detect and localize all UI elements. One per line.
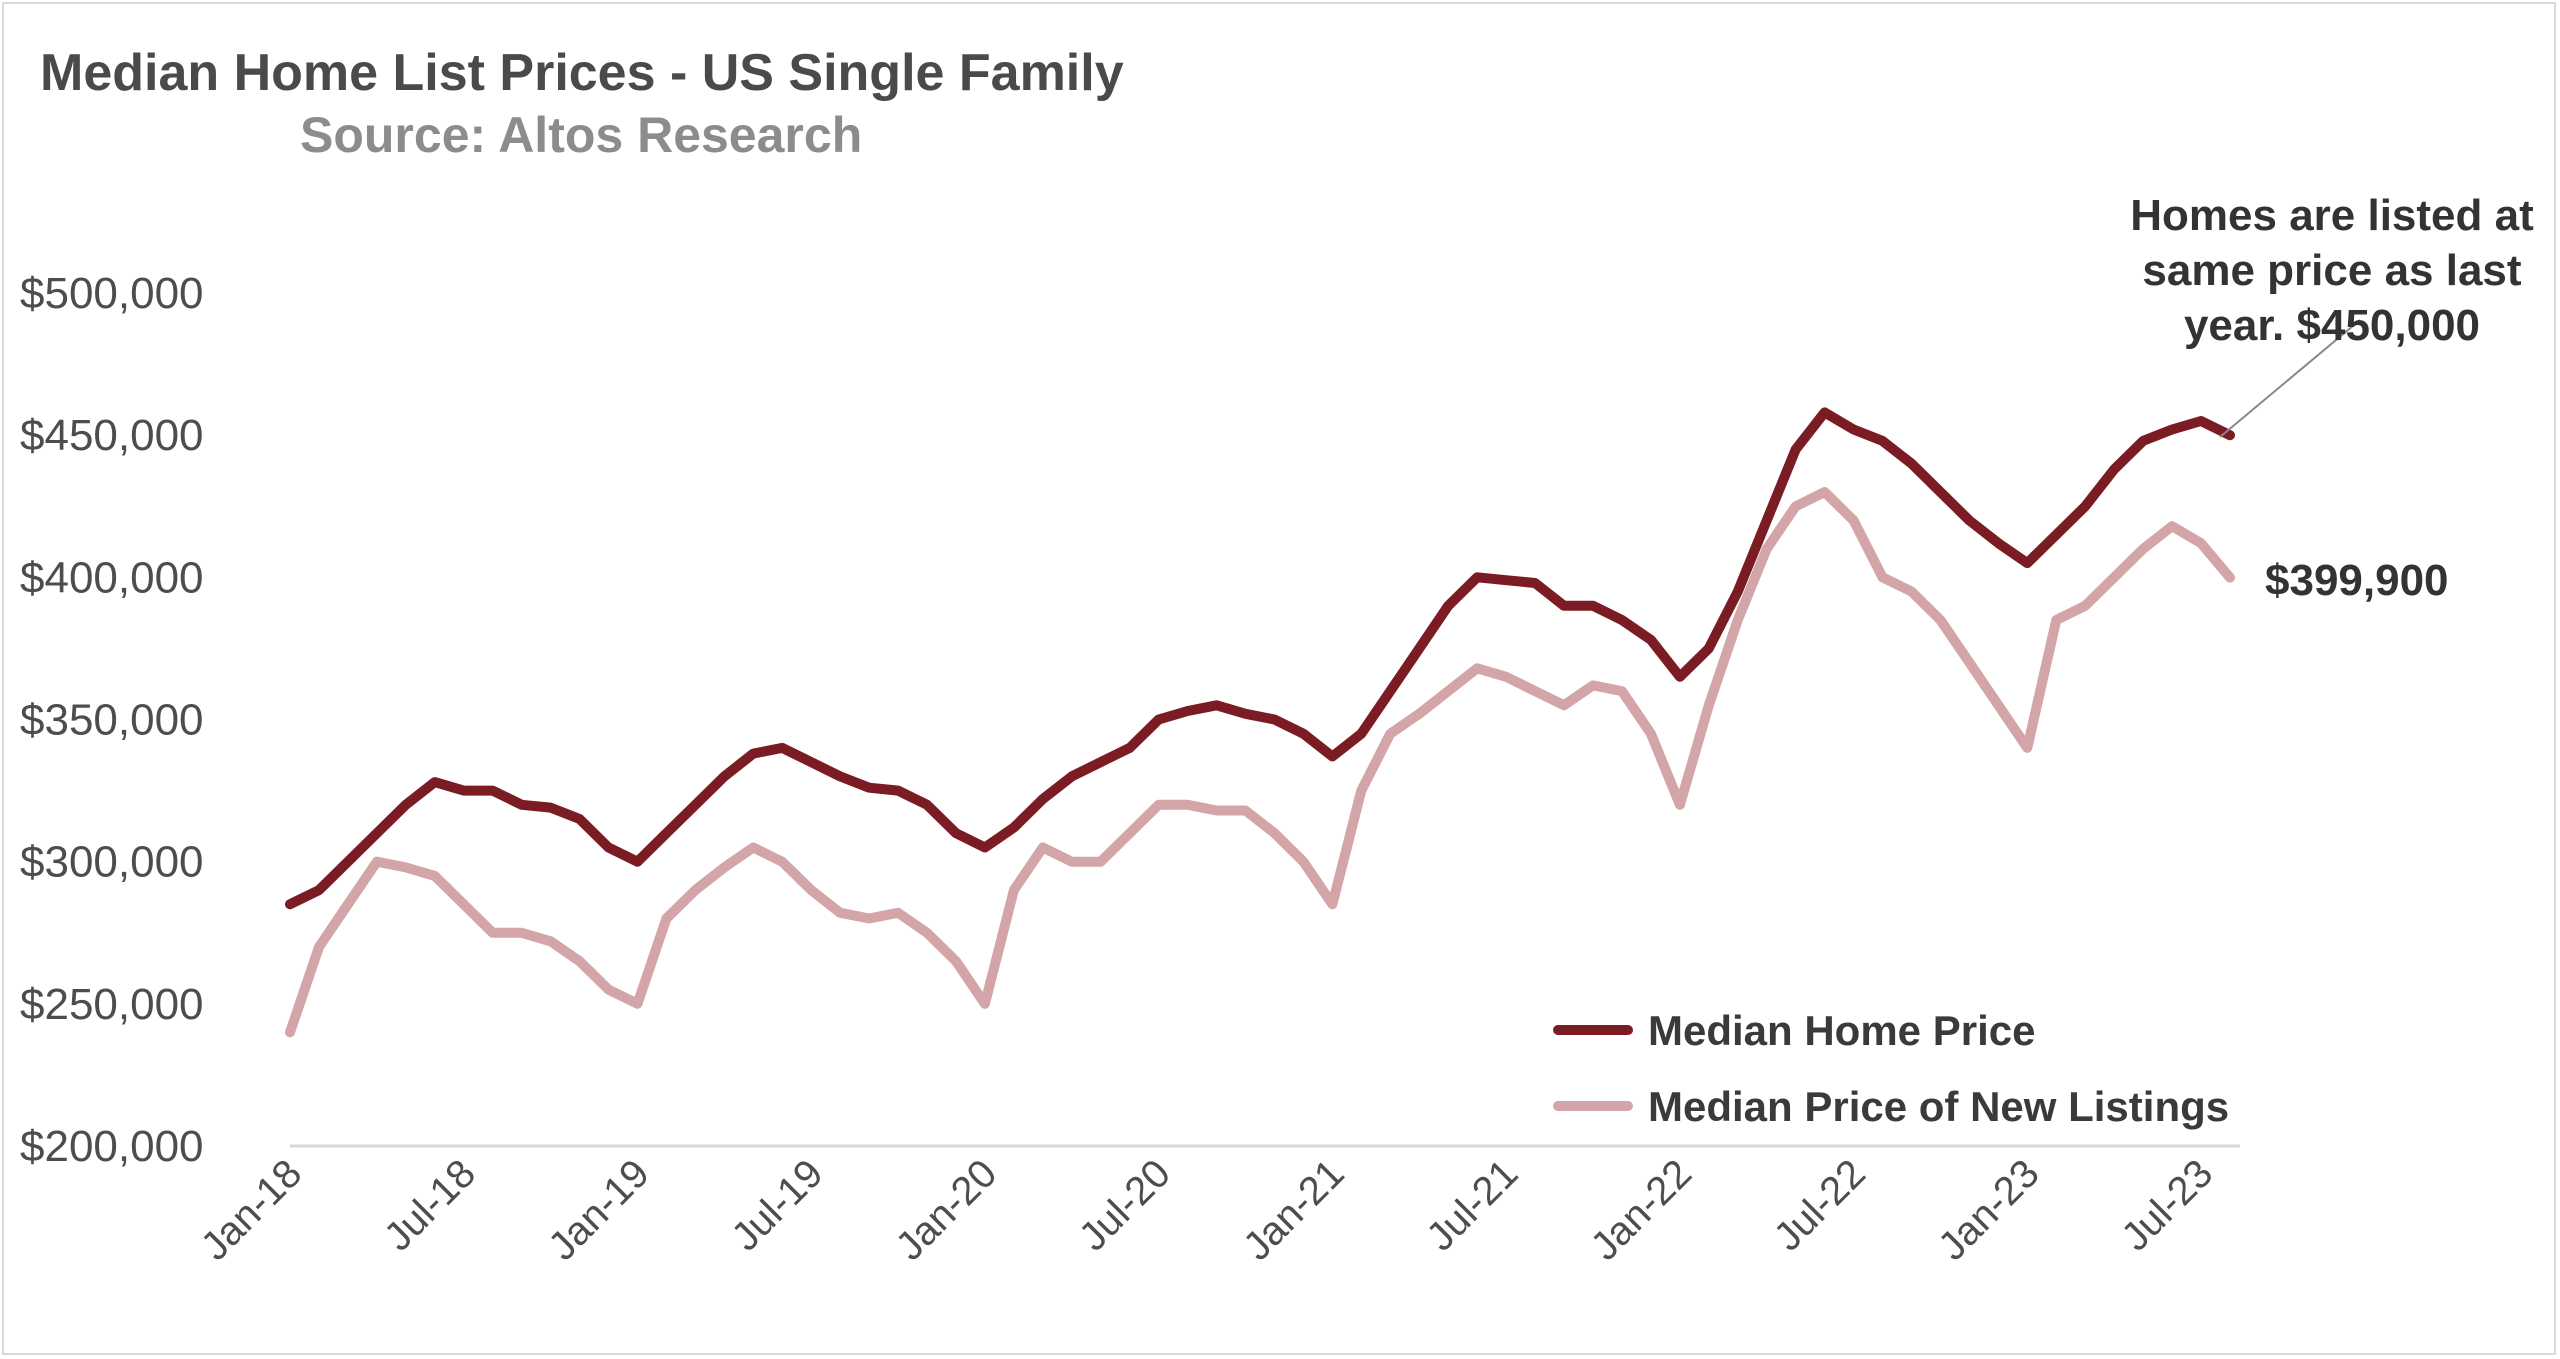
y-tick-label: $450,000 <box>20 411 204 460</box>
series-line-median-home-price <box>285 407 2235 910</box>
chart-title: Median Home List Prices - US Single Fami… <box>40 44 1124 102</box>
y-tick-label: $200,000 <box>20 1122 204 1171</box>
annotation-line-3: year. $450,000 <box>2184 301 2480 350</box>
legend: Median Home Price Median Price of New Li… <box>1553 1007 2229 1130</box>
y-tick-label: $250,000 <box>20 980 204 1029</box>
x-tick-label: Jul-19 <box>723 1151 831 1259</box>
series-line-new-listings <box>285 487 2235 1038</box>
series-layer <box>285 407 2235 1038</box>
x-tick-label: Jul-23 <box>2113 1151 2221 1259</box>
chart-subtitle: Source: Altos Research <box>300 107 862 163</box>
x-tick-label: Jul-20 <box>1071 1151 1179 1259</box>
annotation-new-listings-value: $399,900 <box>2265 556 2449 605</box>
x-tick-label: Jan-18 <box>193 1151 311 1269</box>
y-tick-label: $350,000 <box>20 696 204 745</box>
y-tick-label: $500,000 <box>20 269 204 318</box>
annotation-line-1: Homes are listed at <box>2130 191 2534 240</box>
annotation-line-2: same price as last <box>2142 246 2521 295</box>
x-tick-label: Jan-19 <box>540 1151 658 1269</box>
x-tick-label: Jan-20 <box>888 1151 1006 1269</box>
y-axis: $200,000 $250,000 $300,000 $350,000 $400,000… <box>20 269 204 1171</box>
x-tick-label: Jul-22 <box>1766 1151 1874 1259</box>
x-tick-label: Jan-22 <box>1583 1151 1701 1269</box>
x-tick-label: Jul-18 <box>376 1151 484 1259</box>
x-tick-label: Jan-23 <box>1930 1151 2048 1269</box>
annotation-leader-line <box>2219 319 2361 438</box>
y-tick-label: $300,000 <box>20 838 204 887</box>
legend-label-new-listings: Median Price of New Listings <box>1648 1083 2229 1130</box>
y-tick-label: $400,000 <box>20 553 204 602</box>
x-axis: Jan-18 Jul-18 Jan-19 Jul-19 Jan-20 Jul-20 Jan-… <box>193 1151 2222 1269</box>
x-tick-label: Jan-21 <box>1235 1151 1353 1269</box>
legend-label-median-home-price: Median Home Price <box>1648 1007 2035 1054</box>
x-tick-label: Jul-21 <box>1418 1151 1526 1259</box>
